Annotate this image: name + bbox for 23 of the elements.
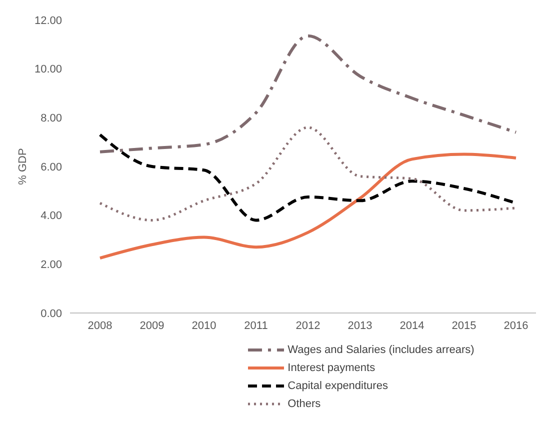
x-tick-label: 2010	[192, 320, 216, 332]
x-tick-label: 2008	[88, 320, 112, 332]
y-tick-label: 0.00	[40, 308, 62, 320]
legend-label: Capital expenditures	[288, 379, 388, 394]
x-tick-label: 2012	[296, 320, 320, 332]
x-tick-label: 2014	[400, 320, 424, 332]
x-tick-label: 2011	[244, 320, 268, 332]
y-tick-label: 4.00	[40, 210, 62, 222]
x-tick-label: 2009	[140, 320, 164, 332]
x-tick-label: 2013	[348, 320, 372, 332]
y-tick-label: 8.00	[40, 112, 62, 125]
y-tick-label: 2.00	[40, 259, 62, 272]
x-tick-label: 2015	[452, 320, 476, 332]
y-tick-label: 6.00	[40, 161, 62, 174]
legend-label: Others	[288, 397, 321, 412]
x-tick-label: 2016	[504, 320, 528, 332]
y-tick-label: 12.00	[34, 14, 62, 27]
legend-label: Interest payments	[288, 361, 376, 376]
line-series	[98, 152, 518, 260]
legend-label: Wages and Salaries (includes arrears)	[288, 343, 474, 358]
y-axis-title: % GDP	[16, 148, 29, 185]
line-series	[98, 34, 518, 154]
y-tick-label: 10.00	[34, 64, 62, 76]
